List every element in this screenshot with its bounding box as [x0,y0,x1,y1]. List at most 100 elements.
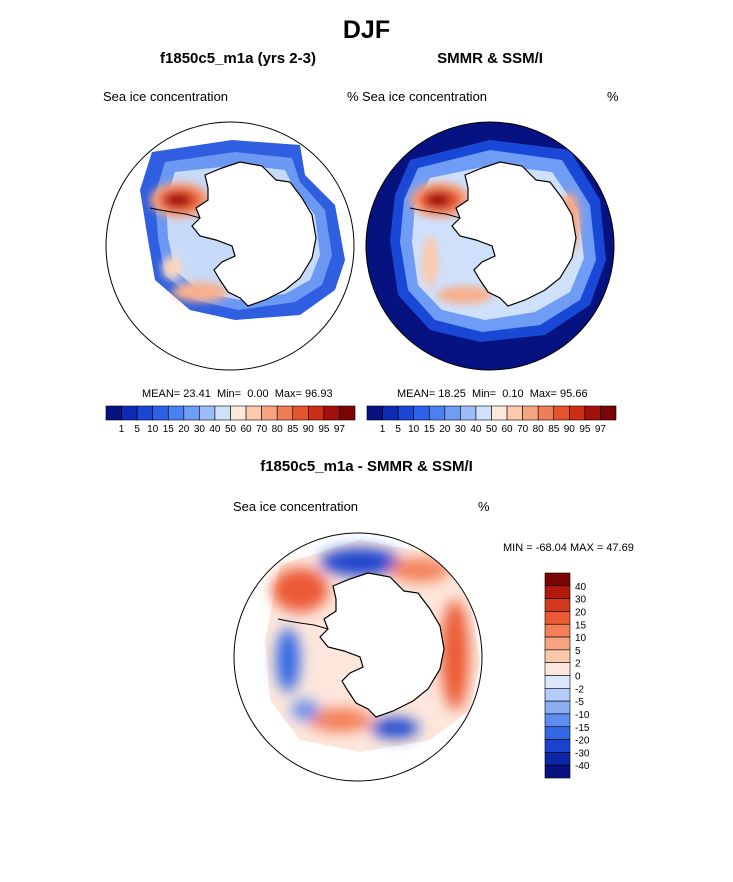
observation-west-patch [422,236,438,288]
model-map [105,121,355,371]
model-colorbar-tick-label: 30 [194,424,206,435]
model-colorbar-swatch [261,405,278,421]
difference-colorbar-swatch [544,636,571,651]
difference-red-east [441,600,469,710]
difference-red-northeast [390,558,450,582]
observation-colorbar-swatch [475,405,492,421]
observation-colorbar-swatch [553,405,570,421]
difference-colorbar-swatch [544,675,571,689]
model-colorbar-tick-label: 80 [272,424,284,435]
model-colorbar-swatch [167,405,185,421]
model-colorbar-tick-label: 97 [334,424,346,435]
difference-red-south [308,708,372,732]
difference-antarctica [319,572,445,718]
observation-colorbar-swatch [506,405,523,421]
observation-hotspot-core [426,193,450,207]
observation-map-boundary [365,121,615,371]
model-colorbar-tick-label: 1 [119,424,125,435]
model-colorbar-tick-label: 70 [256,424,268,435]
observation-colorbar-tick-label: 50 [486,424,498,435]
model-map-boundary [105,121,355,371]
difference-colorbar-tick-label: -5 [575,697,584,708]
observation-colorbar-tick-label: 95 [579,424,591,435]
observation-colorbar-swatch [366,405,383,421]
observation-colorbar-swatch [522,405,539,421]
observation-colorbar-tick-label: 10 [408,424,420,435]
model-colorbar-tick-label: 50 [225,424,237,435]
difference-blue-north [320,548,400,576]
difference-colorbar-tick-label: 0 [575,672,581,683]
observation-panel-title: SMMR & SSM/I [437,50,543,67]
observation-colorbar-swatch [460,405,477,421]
difference-colorbar-swatch [544,688,571,702]
model-peninsula [149,207,201,219]
difference-panel-title: f1850c5_m1a - SMMR & SSM/I [260,458,473,475]
observation-colorbar-tick-label: 40 [470,424,482,435]
observation-colorbar-tick-label: 30 [455,424,467,435]
observation-ross-patch [437,286,493,304]
model-colorbar-swatch [152,405,169,421]
model-colorbar-swatch [308,405,325,421]
difference-colorbar-swatch [544,649,571,663]
model-colorbar-swatch [323,405,340,421]
model-colorbar-tick-label: 90 [303,424,315,435]
model-colorbar-swatch [245,405,262,421]
difference-colorbar-tick-label: 40 [575,582,587,593]
difference-colorbar-swatch [544,611,571,625]
model-colorbar-tick-label: 85 [287,424,299,435]
difference-colorbar-tick-label: 20 [575,607,587,618]
difference-colorbar-swatch [544,585,571,599]
difference-colorbar-tick-label: -15 [575,723,590,734]
difference-colorbar-swatch [544,598,571,612]
observation-colorbar-tick-label: 97 [595,424,607,435]
model-colorbar-tick-label: 60 [241,424,253,435]
difference-colorbar-tick-label: -20 [575,736,590,747]
observation-colorbar-tick-label: 90 [564,424,576,435]
figure-title: DJF [342,16,391,44]
model-colorbar-tick-label: 95 [318,424,330,435]
model-colorbar-tick-label: 40 [209,424,221,435]
difference-colorbar-swatch [544,713,571,728]
model-colorbar: 1 5 10 15 20 30 40 50 60 70 80 85 90 95 97 [105,405,356,435]
difference-red-north [272,568,328,612]
model-panel-title: f1850c5_m1a (yrs 2-3) [160,50,316,67]
model-colorbar-swatch [136,405,153,421]
difference-colorbar-tick-label: 10 [575,633,587,644]
difference-colorbar-tick-label: -40 [575,761,590,772]
model-ross-patch-2 [162,256,182,280]
difference-colorbar-tick-label: -30 [575,748,590,759]
difference-colorbar-tick-label: -2 [575,684,584,695]
observation-colorbar-swatch [397,405,414,421]
observation-stats: MEAN= 18.25 Min= 0.10 Max= 95.66 [397,388,588,400]
model-colorbar-swatch [183,405,200,421]
observation-colorbar-swatch [491,405,508,421]
model-hotspot-core [166,193,190,207]
model-antarctica [191,161,317,307]
observation-colorbar-swatch [413,405,430,421]
difference-blue-west [276,628,300,692]
difference-colorbar-swatch [544,700,571,715]
difference-colorbar-tick-label: 2 [575,659,581,670]
model-colorbar-swatch [339,405,356,421]
observation-units-label: % [607,89,619,104]
difference-colorbar-swatch [544,572,571,587]
difference-colorbar-swatch [544,623,571,638]
model-colorbar-swatch [214,405,231,421]
observation-colorbar-tick-label: 20 [439,424,451,435]
observation-colorbar-swatch [382,405,399,421]
difference-units-label: % [478,499,490,514]
difference-colorbar-tick-label: 30 [575,595,587,606]
observation-peninsula [409,207,461,219]
difference-colorbar-swatch [544,764,571,779]
model-colorbar-swatch [105,405,122,421]
model-colorbar-tick-label: 10 [147,424,159,435]
model-colorbar-swatch [292,405,309,421]
difference-colorbar-swatch [544,726,571,740]
observation-colorbar-tick-label: 15 [424,424,436,435]
difference-blue-south [371,718,419,738]
observation-colorbar: 1 5 10 15 20 30 40 50 60 70 80 85 90 95 97 [366,405,617,435]
observation-colorbar-swatch [584,405,601,421]
model-variable-label: Sea ice concentration [103,89,229,104]
